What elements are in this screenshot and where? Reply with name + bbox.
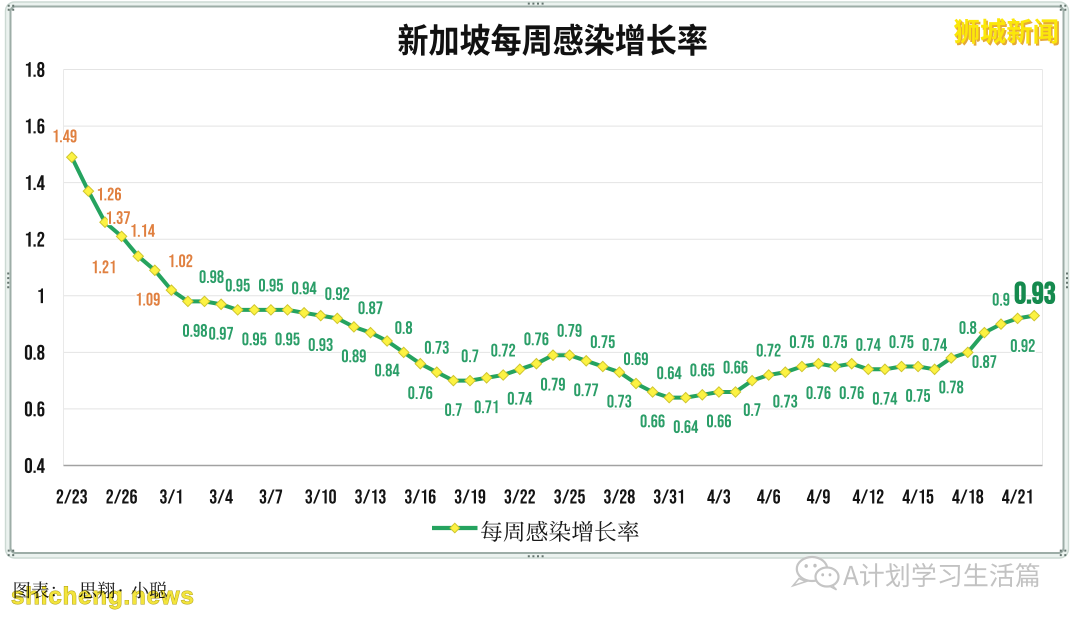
svg-text:shicheng.news: shicheng.news [11,583,195,610]
